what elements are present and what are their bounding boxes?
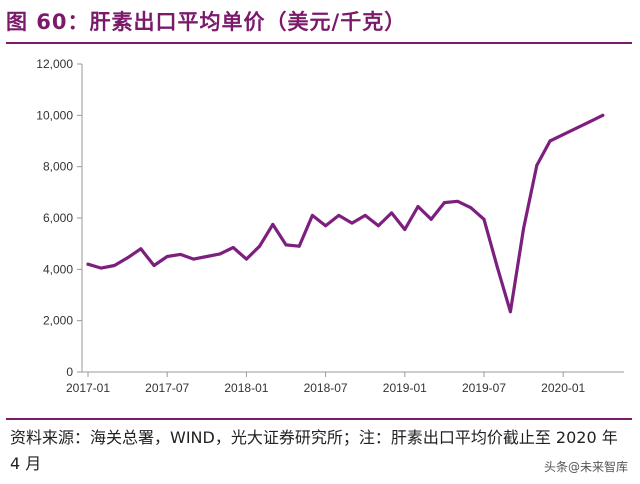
y-tick-label: 12,000: [36, 57, 73, 71]
x-tick-label: 2018-01: [224, 381, 268, 395]
data-point: [126, 256, 130, 260]
data-point: [403, 228, 407, 232]
data-point: [376, 224, 380, 228]
data-point: [363, 213, 367, 217]
data-point: [284, 243, 288, 247]
data-point: [548, 139, 552, 143]
data-point: [310, 213, 314, 217]
data-point: [139, 247, 143, 251]
line-chart: 0 2,000 4,000 6,000 8,000 10,000 12,000 2017-01…: [36, 57, 624, 395]
data-point: [350, 221, 354, 225]
title-divider: [6, 42, 632, 44]
data-point: [535, 163, 539, 167]
data-point: [244, 257, 248, 261]
data-point: [456, 199, 460, 203]
data-point: [86, 262, 90, 266]
data-point: [205, 255, 209, 258]
data-point: [588, 120, 592, 124]
data-point: [271, 222, 275, 226]
data-point: [495, 265, 499, 269]
series-line: [86, 113, 605, 314]
data-point: [337, 213, 341, 217]
y-tick-label: 8,000: [43, 160, 73, 174]
data-point: [258, 244, 262, 248]
footer-divider: [6, 418, 632, 420]
data-point: [99, 266, 103, 270]
x-tick-label: 2020-01: [541, 381, 585, 395]
data-point: [601, 113, 605, 117]
data-point: [508, 310, 512, 314]
data-point: [324, 224, 328, 228]
data-point: [218, 252, 222, 256]
data-point: [192, 257, 196, 261]
y-tick-label: 0: [66, 365, 73, 379]
data-point: [469, 206, 473, 210]
data-point: [390, 211, 394, 215]
data-point: [429, 217, 433, 221]
y-tick-label: 6,000: [43, 211, 73, 225]
y-tick-label: 10,000: [36, 108, 73, 122]
data-point: [574, 126, 578, 130]
source-note: 资料来源：海关总署，WIND，光大证券研究所；注：肝素出口平均价截止至 2020…: [10, 428, 618, 473]
x-tick-label: 2019-01: [383, 381, 427, 395]
x-tick-label: 2019-07: [462, 381, 506, 395]
data-point: [522, 226, 526, 230]
x-tick-label: 2017-07: [145, 381, 189, 395]
data-point: [442, 201, 446, 205]
data-point: [482, 217, 486, 221]
data-point: [231, 246, 235, 250]
figure-title: 图 60：肝素出口平均单价（美元/千克）: [6, 10, 407, 34]
watermark: 头条@未来智库: [539, 457, 632, 476]
data-point: [165, 255, 169, 258]
x-tick-label: 2017-01: [66, 381, 110, 395]
data-point: [152, 263, 156, 267]
data-point: [561, 133, 565, 137]
data-point: [416, 204, 420, 208]
data-point: [178, 252, 182, 256]
data-point: [112, 263, 116, 267]
x-tick-label: 2018-07: [304, 381, 348, 395]
data-point: [297, 244, 301, 248]
y-tick-label: 2,000: [43, 314, 73, 328]
y-tick-label: 4,000: [43, 262, 73, 276]
